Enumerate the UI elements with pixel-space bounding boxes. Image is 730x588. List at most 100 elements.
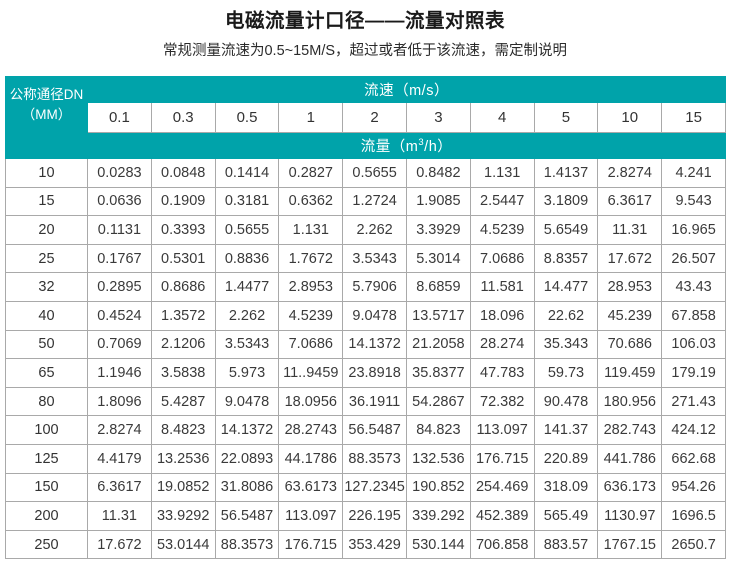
flow-value-cell: 1.4477 — [214, 272, 280, 302]
flow-value-cell: 4.5239 — [278, 300, 344, 331]
flow-value-cell: 7.0686 — [278, 329, 344, 360]
flow-value-cell: 4.4179 — [87, 443, 152, 474]
flow-value-cell: 113.097 — [469, 415, 535, 445]
flow-value-cell: 1.1946 — [87, 358, 152, 388]
flow-value-cell: 17.672 — [87, 529, 152, 560]
flow-value-cell: 0.4524 — [87, 300, 152, 331]
dn-cell: 125 — [5, 443, 88, 474]
flow-value-cell: 11.31 — [597, 215, 663, 245]
flow-value-cell: 0.6362 — [278, 186, 344, 217]
flow-value-cell: 14.477 — [533, 272, 599, 302]
table-row: 250 17.672 53.0144 88.3573 176.715 353.429 530… — [5, 529, 727, 560]
flow-value-cell: 0.1909 — [150, 186, 216, 217]
flow-value-cell: 6.3617 — [597, 186, 663, 217]
flow-value-cell: 3.1809 — [533, 186, 599, 217]
flow-value-cell: 0.8482 — [405, 158, 471, 188]
flow-band-suffix: ） — [437, 139, 453, 155]
flow-value-cell: 36.1911 — [342, 386, 407, 417]
flow-value-cell: 1.9085 — [405, 186, 471, 217]
flow-value-cell: 43.43 — [661, 272, 727, 302]
table-row: 100 2.8274 8.4823 14.1372 28.2743 56.5487 84.8… — [5, 415, 727, 445]
header-row-speed-values: 0.1 0.3 0.5 1 2 3 4 5 10 15 — [6, 102, 727, 133]
flow-value-cell: 1.131 — [469, 158, 535, 188]
flow-value-cell: 1696.5 — [661, 501, 727, 531]
flow-value-cell: 2.262 — [214, 300, 280, 331]
dn-cell: 50 — [5, 329, 88, 360]
corner-header-line1: 公称通径DN — [9, 86, 84, 102]
flow-value-cell: 3.5343 — [214, 329, 280, 360]
flow-value-cell: 47.783 — [469, 358, 535, 388]
flow-value-cell: 883.57 — [533, 529, 599, 560]
flow-value-cell: 0.5655 — [342, 158, 407, 188]
flow-value-cell: 23.8918 — [342, 358, 407, 388]
flow-value-cell: 0.1414 — [214, 158, 280, 188]
dn-cell: 250 — [5, 529, 88, 560]
flow-value-cell: 2.262 — [342, 215, 407, 245]
dn-cell: 100 — [5, 415, 88, 445]
flow-value-cell: 565.49 — [533, 501, 599, 531]
flow-value-cell: 16.965 — [661, 215, 727, 245]
flow-value-cell: 88.3573 — [214, 529, 280, 560]
flow-value-cell: 0.1131 — [87, 215, 152, 245]
flow-value-cell: 132.536 — [405, 443, 471, 474]
flow-value-cell: 0.7069 — [87, 329, 152, 360]
flow-value-cell: 35.8377 — [405, 358, 471, 388]
flow-value-cell: 9.543 — [661, 186, 727, 217]
flow-value-cell: 56.5487 — [214, 501, 280, 531]
speed-column-header: 0.1 — [87, 102, 152, 133]
flow-value-cell: 8.8357 — [533, 243, 599, 274]
flow-band-label: 流量（m3/h） — [86, 132, 727, 159]
flow-value-cell: 33.9292 — [150, 501, 216, 531]
flow-value-cell: 441.786 — [597, 443, 663, 474]
flow-value-cell: 4.5239 — [469, 215, 535, 245]
flow-value-cell: 113.097 — [278, 501, 344, 531]
flow-value-cell: 11..9459 — [278, 358, 344, 388]
flow-value-cell: 5.973 — [214, 358, 280, 388]
flow-value-cell: 106.03 — [661, 329, 727, 360]
dn-cell: 200 — [5, 501, 88, 531]
flow-value-cell: 6.3617 — [87, 472, 152, 503]
flow-value-cell: 2.5447 — [469, 186, 535, 217]
flow-value-cell: 53.0144 — [150, 529, 216, 560]
flow-value-cell: 0.3393 — [150, 215, 216, 245]
header-row-flow-band: 流量（m3/h） — [5, 132, 727, 159]
flow-value-cell: 3.3929 — [405, 215, 471, 245]
page-title: 电磁流量计口径——流量对照表 — [224, 10, 505, 32]
flow-value-cell: 54.2867 — [405, 386, 471, 417]
flow-value-cell: 9.0478 — [342, 300, 407, 331]
flow-value-cell: 1767.15 — [597, 529, 663, 560]
speed-column-header: 0.3 — [150, 102, 216, 133]
flow-value-cell: 2650.7 — [661, 529, 727, 560]
flow-value-cell: 3.5838 — [150, 358, 216, 388]
flow-value-cell: 88.3573 — [342, 443, 407, 474]
flow-band-unit-exponent: 3 — [418, 137, 425, 149]
dn-cell: 25 — [5, 243, 88, 274]
table-row: 125 4.4179 13.2536 22.0893 44.1786 88.3573 132… — [5, 443, 727, 474]
page-subtitle: 常规测量流速为0.5~15M/S，超过或者低于该流速，需定制说明 — [162, 43, 568, 60]
flow-value-cell: 14.1372 — [342, 329, 407, 360]
heading-block: 电磁流量计口径——流量对照表 常规测量流速为0.5~15M/S，超过或者低于该流… — [0, 0, 730, 61]
flow-value-cell: 26.507 — [661, 243, 727, 274]
flow-value-cell: 0.3181 — [214, 186, 280, 217]
flow-value-cell: 9.0478 — [214, 386, 280, 417]
flow-value-cell: 59.73 — [533, 358, 599, 388]
flow-value-cell: 353.429 — [342, 529, 407, 560]
flow-value-cell: 2.1206 — [150, 329, 216, 360]
flow-value-cell: 180.956 — [597, 386, 663, 417]
flow-value-cell: 0.0636 — [87, 186, 152, 217]
speed-column-header: 2 — [342, 102, 407, 133]
flow-value-cell: 0.5301 — [150, 243, 216, 274]
flow-value-cell: 127.2345 — [342, 472, 407, 503]
flow-band-unit-base: m — [405, 139, 419, 155]
flow-value-cell: 176.715 — [469, 443, 535, 474]
flow-value-cell: 28.274 — [469, 329, 535, 360]
table-row: 10 0.0283 0.0848 0.1414 0.2827 0.5655 0.8482 1.… — [5, 158, 727, 188]
flow-value-cell: 35.343 — [533, 329, 599, 360]
flow-value-cell: 0.8836 — [214, 243, 280, 274]
flow-value-cell: 1.4137 — [533, 158, 599, 188]
flow-value-cell: 45.239 — [597, 300, 663, 331]
flow-value-cell: 220.89 — [533, 443, 599, 474]
flow-value-cell: 31.8086 — [214, 472, 280, 503]
flow-value-cell: 19.0852 — [150, 472, 216, 503]
